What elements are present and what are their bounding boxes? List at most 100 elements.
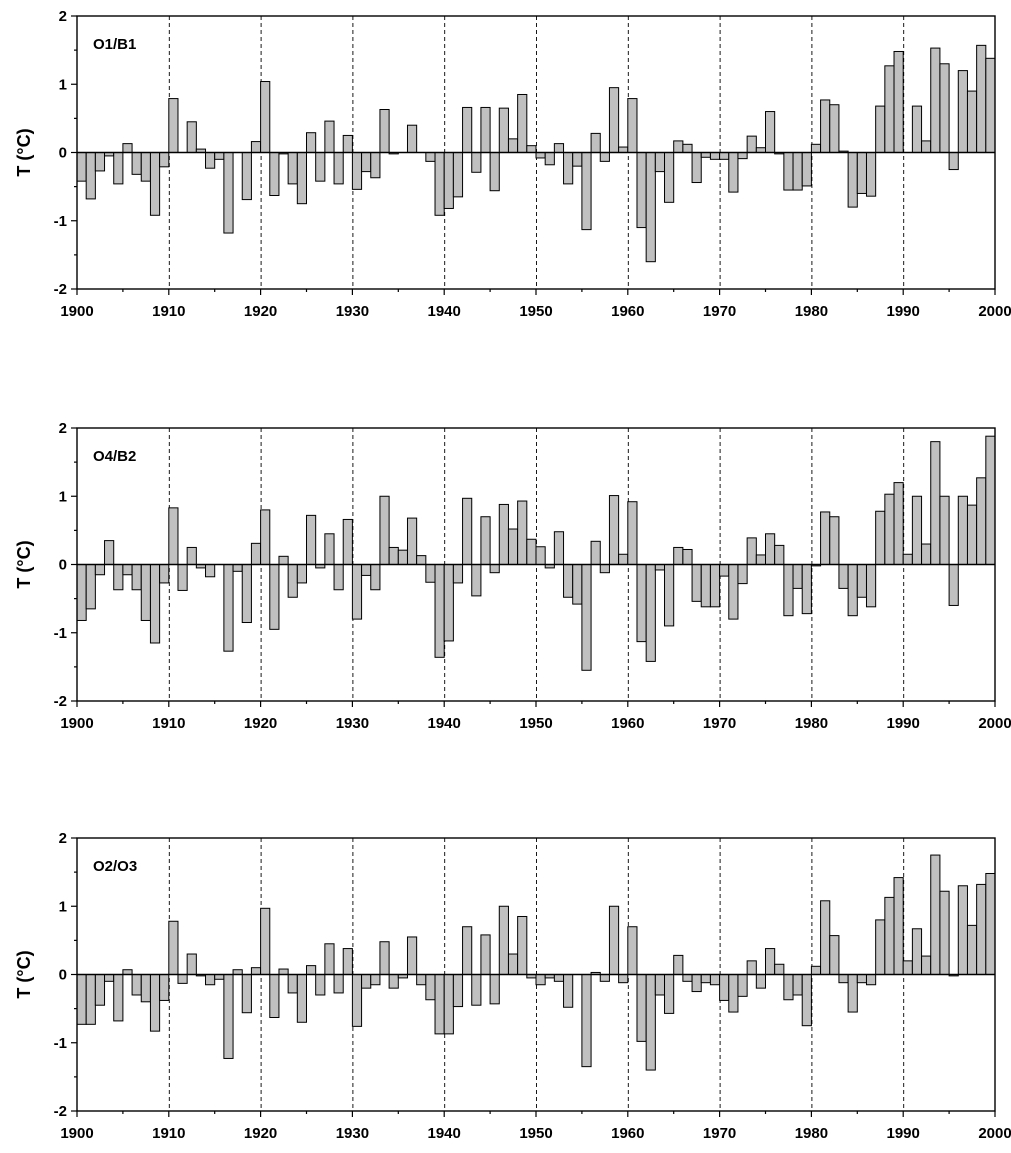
bar — [140, 152, 151, 182]
bar — [581, 152, 592, 231]
bar — [590, 132, 601, 153]
bar — [728, 974, 739, 1013]
bar — [434, 152, 445, 216]
bar — [765, 533, 776, 565]
bar — [847, 152, 858, 208]
bar — [76, 152, 87, 182]
bar — [168, 507, 179, 566]
bar — [921, 543, 932, 566]
bar — [122, 143, 133, 154]
bar — [306, 132, 317, 154]
bar — [131, 564, 142, 591]
bar — [498, 503, 509, 566]
bar — [177, 974, 188, 984]
bar — [507, 138, 519, 154]
bar — [930, 47, 941, 153]
x-tick-label: 2000 — [978, 715, 1011, 732]
y-tick-label: 1 — [59, 76, 67, 93]
bar — [85, 974, 96, 1025]
x-tick-label: 1960 — [611, 303, 644, 320]
bar — [691, 974, 702, 993]
bar — [829, 516, 840, 565]
bar — [820, 900, 831, 975]
bar — [801, 564, 812, 615]
bar — [260, 509, 271, 565]
bar — [939, 495, 950, 565]
bar — [462, 106, 473, 153]
bar — [719, 152, 730, 160]
y-tick-label: 2 — [59, 420, 67, 437]
bar — [526, 145, 537, 153]
bar — [342, 518, 353, 566]
bar — [370, 152, 381, 179]
bar — [553, 531, 565, 565]
bar — [406, 517, 418, 566]
x-tick-label: 1940 — [428, 303, 461, 320]
x-tick-label: 1950 — [519, 303, 552, 320]
bar — [691, 564, 702, 602]
bar — [636, 974, 647, 1042]
bar — [507, 528, 519, 566]
bar — [645, 974, 656, 1071]
bar — [370, 974, 381, 986]
bar — [774, 544, 785, 566]
bar — [728, 564, 739, 620]
bar — [260, 907, 271, 975]
x-tick-label: 1970 — [703, 303, 736, 320]
bar — [140, 564, 151, 621]
bar — [985, 872, 996, 975]
bar — [361, 152, 372, 173]
bar — [948, 564, 959, 606]
bar — [875, 510, 886, 566]
y-axis-title: T (°C) — [14, 950, 34, 998]
panel-label: O4/B2 — [93, 448, 136, 465]
bar — [351, 152, 363, 190]
y-axis-title: T (°C) — [14, 128, 34, 176]
bar — [159, 152, 170, 168]
bar — [875, 105, 886, 153]
y-tick-label: -1 — [54, 1035, 67, 1052]
bar — [168, 98, 179, 153]
bar — [976, 44, 987, 153]
bar — [709, 564, 721, 608]
bar — [902, 960, 913, 975]
bar — [149, 974, 161, 1032]
bar — [847, 564, 858, 617]
x-tick-label: 1970 — [703, 715, 736, 732]
bar — [820, 511, 831, 566]
bar — [957, 70, 968, 153]
bar — [379, 109, 390, 153]
bar — [884, 65, 895, 153]
bar — [287, 974, 298, 994]
bar — [434, 974, 445, 1035]
y-tick-label: -1 — [54, 213, 67, 230]
bar — [654, 974, 666, 996]
bar — [278, 968, 289, 975]
bar — [810, 965, 822, 975]
bar — [957, 885, 968, 976]
bar — [104, 540, 115, 565]
bar — [664, 152, 675, 203]
bar — [186, 546, 197, 566]
bar — [425, 974, 436, 1001]
bar — [113, 564, 124, 591]
bar — [498, 905, 509, 975]
bar — [911, 928, 923, 976]
bar — [113, 152, 124, 185]
bar — [829, 104, 840, 153]
bar — [241, 974, 252, 1014]
bar — [765, 111, 776, 154]
bar — [563, 974, 574, 1008]
bar — [287, 152, 298, 185]
bar — [388, 546, 399, 566]
bar — [140, 974, 151, 1003]
bar — [746, 135, 757, 153]
bar — [792, 974, 803, 996]
bar — [599, 564, 610, 574]
chart-panel-o1-b1: -2 -1 0 1 2 1900 1910 1920 1930 1940 1950 1960 1970 1… — [14, 8, 1011, 320]
bar — [544, 152, 555, 166]
bar — [223, 564, 234, 652]
bar — [223, 974, 234, 1059]
bar — [489, 974, 500, 1005]
